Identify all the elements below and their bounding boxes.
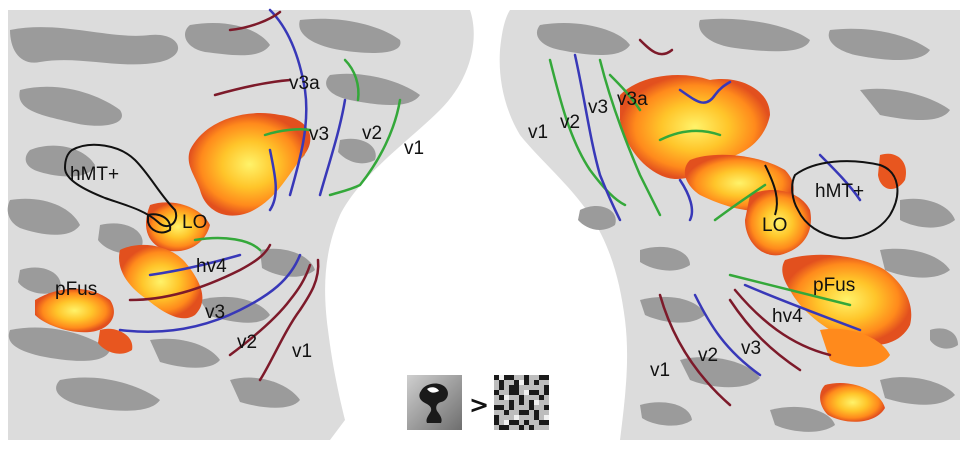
left-hemisphere [7,8,474,440]
label-left-pfus: pFus [55,279,98,300]
left-cortex-sheet [8,10,474,440]
label-left-v1-ventral: v1 [292,341,313,362]
label-right-v3: v3 [588,97,609,118]
left-activation [35,113,311,354]
label-right-hv4: hv4 [772,306,803,327]
label-right-v3a: v3a [617,89,648,110]
left-roi-outlines [63,143,178,234]
right-boundaries [548,38,862,407]
label-left-v3: v3 [309,124,330,145]
label-left-v3a: v3a [289,73,320,94]
label-right-v2: v2 [560,112,581,133]
label-right-v2-ventral: v2 [698,345,719,366]
label-left-hv4: hv4 [196,256,227,277]
label-left-hmt: hMT+ [70,164,120,185]
right-activation [620,75,912,422]
label-right-v1: v1 [528,122,549,143]
contrast-operator: > [469,391,490,419]
label-right-pfus: pFus [813,275,856,296]
right-roi-outlines [764,160,899,240]
right-hemisphere [499,10,960,440]
label-left-v3-ventral: v3 [205,302,226,323]
label-right-v1-ventral: v1 [650,360,671,381]
left-boundaries [118,8,402,382]
label-right-hmt: hMT+ [815,181,865,202]
right-sulci [536,18,958,432]
scrambled-image-icon [494,375,549,430]
label-left-lo: LO [182,212,208,233]
object-image-icon [407,375,462,430]
label-left-v1: v1 [404,138,425,159]
label-left-v2: v2 [362,123,383,144]
label-left-v2-ventral: v2 [237,332,258,353]
label-right-lo: LO [762,215,788,236]
label-right-v3-ventral: v3 [741,338,762,359]
